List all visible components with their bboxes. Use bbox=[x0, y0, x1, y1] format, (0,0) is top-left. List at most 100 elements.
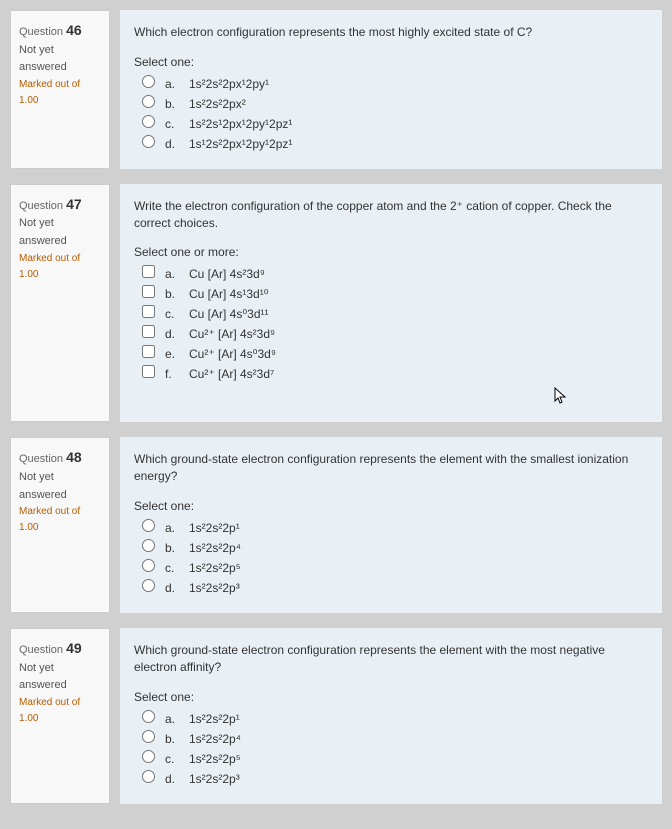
option-letter: d. bbox=[165, 772, 181, 786]
option-letter: d. bbox=[165, 137, 181, 151]
cursor-icon bbox=[134, 387, 648, 408]
question-marked: Marked out of 1.00 bbox=[19, 77, 101, 109]
question-status: Not yet answered bbox=[19, 469, 101, 504]
question-number: 46 bbox=[66, 22, 82, 38]
question-prompt: Which ground-state electron configuratio… bbox=[134, 451, 648, 485]
option-text: 1s²2s²2p⁵ bbox=[189, 561, 241, 575]
select-label: Select one: bbox=[134, 499, 648, 513]
option-row[interactable]: b.1s²2s²2p⁴ bbox=[134, 539, 648, 555]
option-checkbox[interactable] bbox=[142, 345, 155, 358]
option-text: Cu²⁺ [Ar] 4s²3d⁷ bbox=[189, 367, 274, 381]
select-label: Select one or more: bbox=[134, 245, 648, 259]
option-row[interactable]: b. 1s²2s²2p⁴ bbox=[134, 730, 648, 746]
option-radio[interactable] bbox=[142, 770, 155, 783]
option-letter: b. bbox=[165, 732, 181, 746]
question-block: Question 49 Not yet answered Marked out … bbox=[10, 628, 662, 804]
option-row[interactable]: b. Cu [Ar] 4s¹3d¹⁰ bbox=[134, 285, 648, 301]
option-radio[interactable] bbox=[142, 559, 155, 572]
option-row[interactable]: e.Cu²⁺ [Ar] 4s⁰3d⁹ bbox=[134, 345, 648, 361]
question-number: 49 bbox=[66, 640, 82, 656]
option-row[interactable]: c. 1s²2s¹2px¹2py¹2pz¹ bbox=[134, 115, 648, 131]
option-checkbox[interactable] bbox=[142, 305, 155, 318]
option-letter: c. bbox=[165, 307, 181, 321]
question-prompt: Which electron configuration represents … bbox=[134, 24, 648, 41]
option-letter: a. bbox=[165, 521, 181, 535]
option-radio[interactable] bbox=[142, 539, 155, 552]
question-number: 47 bbox=[66, 196, 82, 212]
question-info-panel: Question 46 Not yet answered Marked out … bbox=[10, 10, 110, 169]
option-radio[interactable] bbox=[142, 710, 155, 723]
option-row[interactable]: d. 1s¹2s²2px¹2py¹2pz¹ bbox=[134, 135, 648, 151]
option-row[interactable]: d. 1s²2s²2p³ bbox=[134, 770, 648, 786]
option-letter: b. bbox=[165, 287, 181, 301]
question-info-panel: Question 47 Not yet answered Marked out … bbox=[10, 184, 110, 423]
option-letter: c. bbox=[165, 752, 181, 766]
question-block: Question 46 Not yet answered Marked out … bbox=[10, 10, 662, 169]
option-radio[interactable] bbox=[142, 115, 155, 128]
option-row[interactable]: b. 1s²2s²2px² bbox=[134, 95, 648, 111]
question-status: Not yet answered bbox=[19, 660, 101, 695]
option-text: 1s²2s²2px² bbox=[189, 97, 246, 111]
question-number: 48 bbox=[66, 449, 82, 465]
option-letter: b. bbox=[165, 541, 181, 555]
option-checkbox[interactable] bbox=[142, 285, 155, 298]
option-text: 1s²2s²2p³ bbox=[189, 581, 240, 595]
question-marked: Marked out of 1.00 bbox=[19, 504, 101, 536]
question-block: Question 48 Not yet answered Marked out … bbox=[10, 437, 662, 613]
option-row[interactable]: a. 1s²2s²2p¹ bbox=[134, 519, 648, 535]
question-block: Question 47 Not yet answered Marked out … bbox=[10, 184, 662, 423]
option-letter: d. bbox=[165, 581, 181, 595]
option-row[interactable]: c. Cu [Ar] 4s⁰3d¹¹ bbox=[134, 305, 648, 321]
select-label: Select one: bbox=[134, 690, 648, 704]
option-checkbox[interactable] bbox=[142, 365, 155, 378]
option-letter: c. bbox=[165, 117, 181, 131]
option-letter: a. bbox=[165, 77, 181, 91]
question-status: Not yet answered bbox=[19, 215, 101, 250]
option-text: Cu [Ar] 4s⁰3d¹¹ bbox=[189, 307, 269, 321]
question-status: Not yet answered bbox=[19, 42, 101, 77]
option-text: 1s²2s²2px¹2py¹ bbox=[189, 77, 269, 91]
option-row[interactable]: c. 1s²2s²2p⁵ bbox=[134, 559, 648, 575]
option-text: 1s²2s²2p¹ bbox=[189, 712, 240, 726]
option-text: 1s¹2s²2px¹2py¹2pz¹ bbox=[189, 137, 292, 151]
option-text: Cu²⁺ [Ar] 4s²3d⁹ bbox=[189, 327, 275, 341]
option-text: 1s²2s²2p¹ bbox=[189, 521, 240, 535]
option-row[interactable]: a.1s²2s²2p¹ bbox=[134, 710, 648, 726]
option-row[interactable]: d.Cu²⁺ [Ar] 4s²3d⁹ bbox=[134, 325, 648, 341]
question-info-panel: Question 49 Not yet answered Marked out … bbox=[10, 628, 110, 804]
option-text: 1s²2s¹2px¹2py¹2pz¹ bbox=[189, 117, 292, 131]
option-text: 1s²2s²2p⁵ bbox=[189, 752, 241, 766]
option-radio[interactable] bbox=[142, 579, 155, 592]
option-radio[interactable] bbox=[142, 95, 155, 108]
option-row[interactable]: a. 1s²2s²2px¹2py¹ bbox=[134, 75, 648, 91]
question-body: Which ground-state electron configuratio… bbox=[120, 437, 662, 613]
question-number-label: Question 47 bbox=[19, 193, 101, 216]
question-body: Which ground-state electron configuratio… bbox=[120, 628, 662, 804]
option-radio[interactable] bbox=[142, 750, 155, 763]
option-row[interactable]: a. Cu [Ar] 4s²3d⁹ bbox=[134, 265, 648, 281]
option-letter: b. bbox=[165, 97, 181, 111]
option-row[interactable]: c. 1s²2s²2p⁵ bbox=[134, 750, 648, 766]
question-prompt: Which ground-state electron configuratio… bbox=[134, 642, 648, 676]
option-letter: c. bbox=[165, 561, 181, 575]
option-checkbox[interactable] bbox=[142, 325, 155, 338]
option-text: 1s²2s²2p⁴ bbox=[189, 732, 241, 746]
question-number-label: Question 48 bbox=[19, 446, 101, 469]
question-marked: Marked out of 1.00 bbox=[19, 251, 101, 283]
option-letter: a. bbox=[165, 267, 181, 281]
option-radio[interactable] bbox=[142, 730, 155, 743]
question-prompt: Write the electron configuration of the … bbox=[134, 198, 648, 232]
option-text: Cu [Ar] 4s²3d⁹ bbox=[189, 267, 265, 281]
option-radio[interactable] bbox=[142, 519, 155, 532]
option-letter: f. bbox=[165, 367, 181, 381]
option-row[interactable]: f. Cu²⁺ [Ar] 4s²3d⁷ bbox=[134, 365, 648, 381]
question-body: Write the electron configuration of the … bbox=[120, 184, 662, 423]
option-row[interactable]: d. 1s²2s²2p³ bbox=[134, 579, 648, 595]
option-checkbox[interactable] bbox=[142, 265, 155, 278]
select-label: Select one: bbox=[134, 55, 648, 69]
option-text: Cu [Ar] 4s¹3d¹⁰ bbox=[189, 287, 269, 301]
option-radio[interactable] bbox=[142, 135, 155, 148]
option-text: 1s²2s²2p³ bbox=[189, 772, 240, 786]
question-number-label: Question 46 bbox=[19, 19, 101, 42]
option-radio[interactable] bbox=[142, 75, 155, 88]
